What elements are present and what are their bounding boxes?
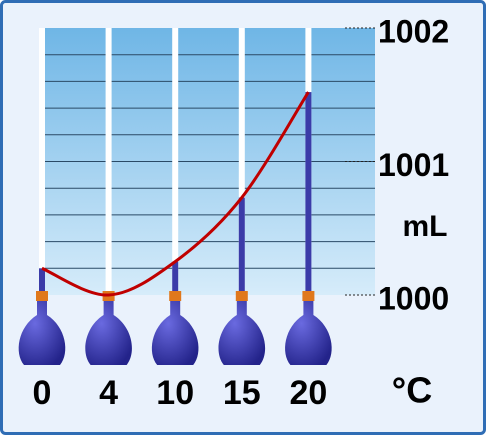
x-tick-label: 0 (33, 374, 52, 412)
volume-curve (41, 91, 310, 297)
x-tick-label: 10 (156, 374, 194, 412)
x-tick-label: 15 (223, 374, 261, 412)
flask-neck (36, 291, 48, 301)
y-tick-label: 1002 (378, 13, 449, 49)
flask-neck (302, 291, 315, 301)
flask-neck (169, 291, 182, 301)
tube-fill (305, 92, 312, 295)
tube (105, 28, 112, 295)
tube (172, 28, 179, 295)
y-tick-label: 1001 (378, 147, 449, 183)
x-tick-label: 4 (99, 374, 118, 412)
grid-rows (42, 54, 375, 269)
tube (39, 28, 45, 295)
flask (151, 301, 199, 365)
y-tick-label: 1000 (378, 280, 449, 316)
flask (218, 301, 266, 365)
y-axis-label: mL (403, 210, 448, 243)
tube-fill (39, 268, 45, 295)
flask (18, 301, 66, 365)
flask-neck (235, 291, 248, 301)
tube-fill (172, 261, 179, 295)
flask (285, 301, 332, 365)
tube-fill (238, 197, 245, 295)
flask (85, 301, 132, 365)
tube (238, 28, 245, 295)
x-tick-label: 20 (289, 374, 327, 412)
x-axis-label: °C (392, 370, 432, 411)
